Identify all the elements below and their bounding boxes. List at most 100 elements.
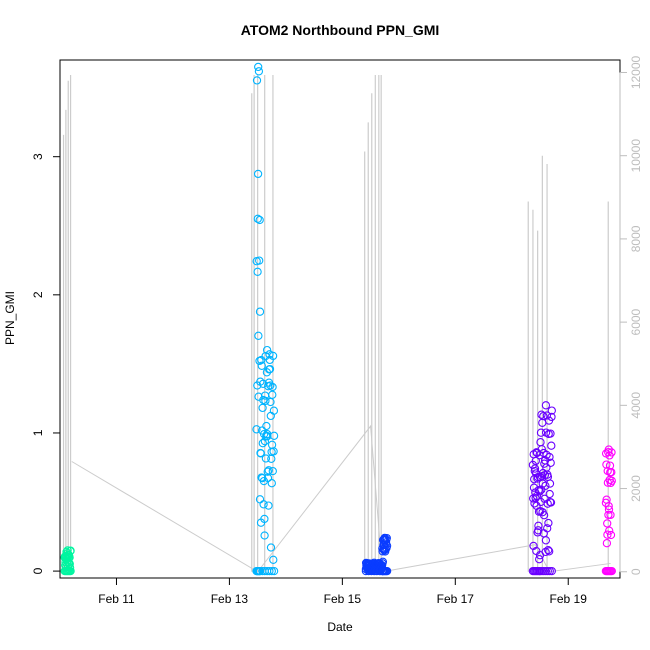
series-1-points <box>60 546 75 576</box>
plot-area <box>59 59 621 579</box>
data-point <box>546 458 555 467</box>
data-point <box>541 481 550 490</box>
x-tick-label: Feb 15 <box>324 592 362 606</box>
secondary-y-tick-label: 8000 <box>629 225 643 252</box>
x-tick-label: Feb 17 <box>437 592 475 606</box>
data-point <box>602 539 612 548</box>
data-point <box>604 445 613 454</box>
data-point <box>547 406 556 415</box>
data-point <box>267 440 277 449</box>
data-point <box>264 466 273 475</box>
data-point <box>263 467 272 476</box>
data-point <box>262 345 272 355</box>
data-point <box>545 547 554 556</box>
data-point <box>529 483 539 492</box>
data-point <box>260 437 270 446</box>
data-point <box>361 566 371 576</box>
data-point <box>607 476 616 485</box>
data-point <box>369 558 379 567</box>
data-point <box>545 452 554 462</box>
data-point <box>258 403 267 413</box>
data-point <box>269 566 279 576</box>
data-point <box>530 499 539 508</box>
data-point <box>253 169 263 179</box>
data-point <box>265 364 275 374</box>
data-point <box>66 566 75 576</box>
data-point <box>252 425 261 434</box>
secondary-y-tick-label: 0 <box>629 568 643 575</box>
data-point <box>544 545 553 555</box>
y-tick-label: 3 <box>31 153 45 160</box>
data-point <box>545 489 554 499</box>
x-tick-label: Feb 19 <box>550 592 588 606</box>
data-point <box>541 547 550 557</box>
data-point <box>255 215 264 225</box>
data-point <box>269 555 278 564</box>
data-point <box>269 447 278 456</box>
data-point <box>541 536 551 545</box>
data-point <box>607 448 616 457</box>
data-point <box>545 479 555 488</box>
data-point <box>535 487 544 496</box>
data-point <box>380 533 389 543</box>
data-point <box>253 267 262 276</box>
data-point <box>604 510 613 520</box>
data-point <box>260 531 269 540</box>
data-point <box>258 439 267 448</box>
series-5-points <box>601 445 616 576</box>
data-point <box>532 491 542 501</box>
secondary-y-tick-label: 4000 <box>629 392 643 419</box>
data-point <box>265 566 274 576</box>
data-point <box>254 67 264 76</box>
data-point <box>268 466 277 476</box>
data-point <box>547 566 556 576</box>
data-point <box>255 256 264 265</box>
data-point <box>266 381 275 390</box>
data-point <box>378 557 388 566</box>
data-point <box>605 526 614 535</box>
y-axis: 0 1 2 3 <box>31 153 61 574</box>
data-point <box>537 445 546 454</box>
data-point <box>66 546 75 555</box>
x-tick-label: Feb 11 <box>98 592 135 606</box>
data-point <box>540 459 549 468</box>
data-point <box>602 460 611 469</box>
secondary-y-tick-label: 6000 <box>629 308 643 335</box>
data-point <box>260 514 269 524</box>
data-point <box>603 530 612 539</box>
data-point <box>367 566 376 576</box>
data-point <box>262 421 271 431</box>
data-point <box>267 566 276 576</box>
secondary-y-tick-label: 12000 <box>629 55 643 89</box>
data-point <box>267 479 276 488</box>
data-point <box>382 541 392 550</box>
data-point <box>259 500 268 509</box>
data-point <box>381 538 391 547</box>
data-point <box>542 411 552 420</box>
data-point <box>606 530 616 540</box>
y-tick-label: 0 <box>31 567 45 574</box>
data-point <box>261 454 271 463</box>
data-point <box>382 566 392 576</box>
data-point <box>252 76 262 85</box>
data-point <box>541 401 551 410</box>
data-point <box>531 493 540 503</box>
data-point <box>267 454 276 463</box>
x-axis: Feb 11 Feb 13 Feb 15 Feb 17 Feb 19 <box>98 577 588 606</box>
data-point <box>604 501 613 511</box>
data-point <box>539 411 548 421</box>
data-point <box>268 390 277 399</box>
data-point <box>539 511 549 520</box>
data-point <box>531 456 540 466</box>
data-point <box>544 518 553 528</box>
data-point <box>604 505 614 514</box>
chart-title: ATOM2 Northbound PPN_GMI <box>241 22 440 38</box>
data-point <box>269 431 279 440</box>
secondary-y-tick-label: 10000 <box>629 139 643 173</box>
secondary-y-tick-label: 2000 <box>629 475 643 502</box>
data-point <box>63 546 72 555</box>
series-4-points <box>528 401 556 576</box>
x-axis-label: Date <box>327 620 353 634</box>
data-point <box>253 214 262 223</box>
